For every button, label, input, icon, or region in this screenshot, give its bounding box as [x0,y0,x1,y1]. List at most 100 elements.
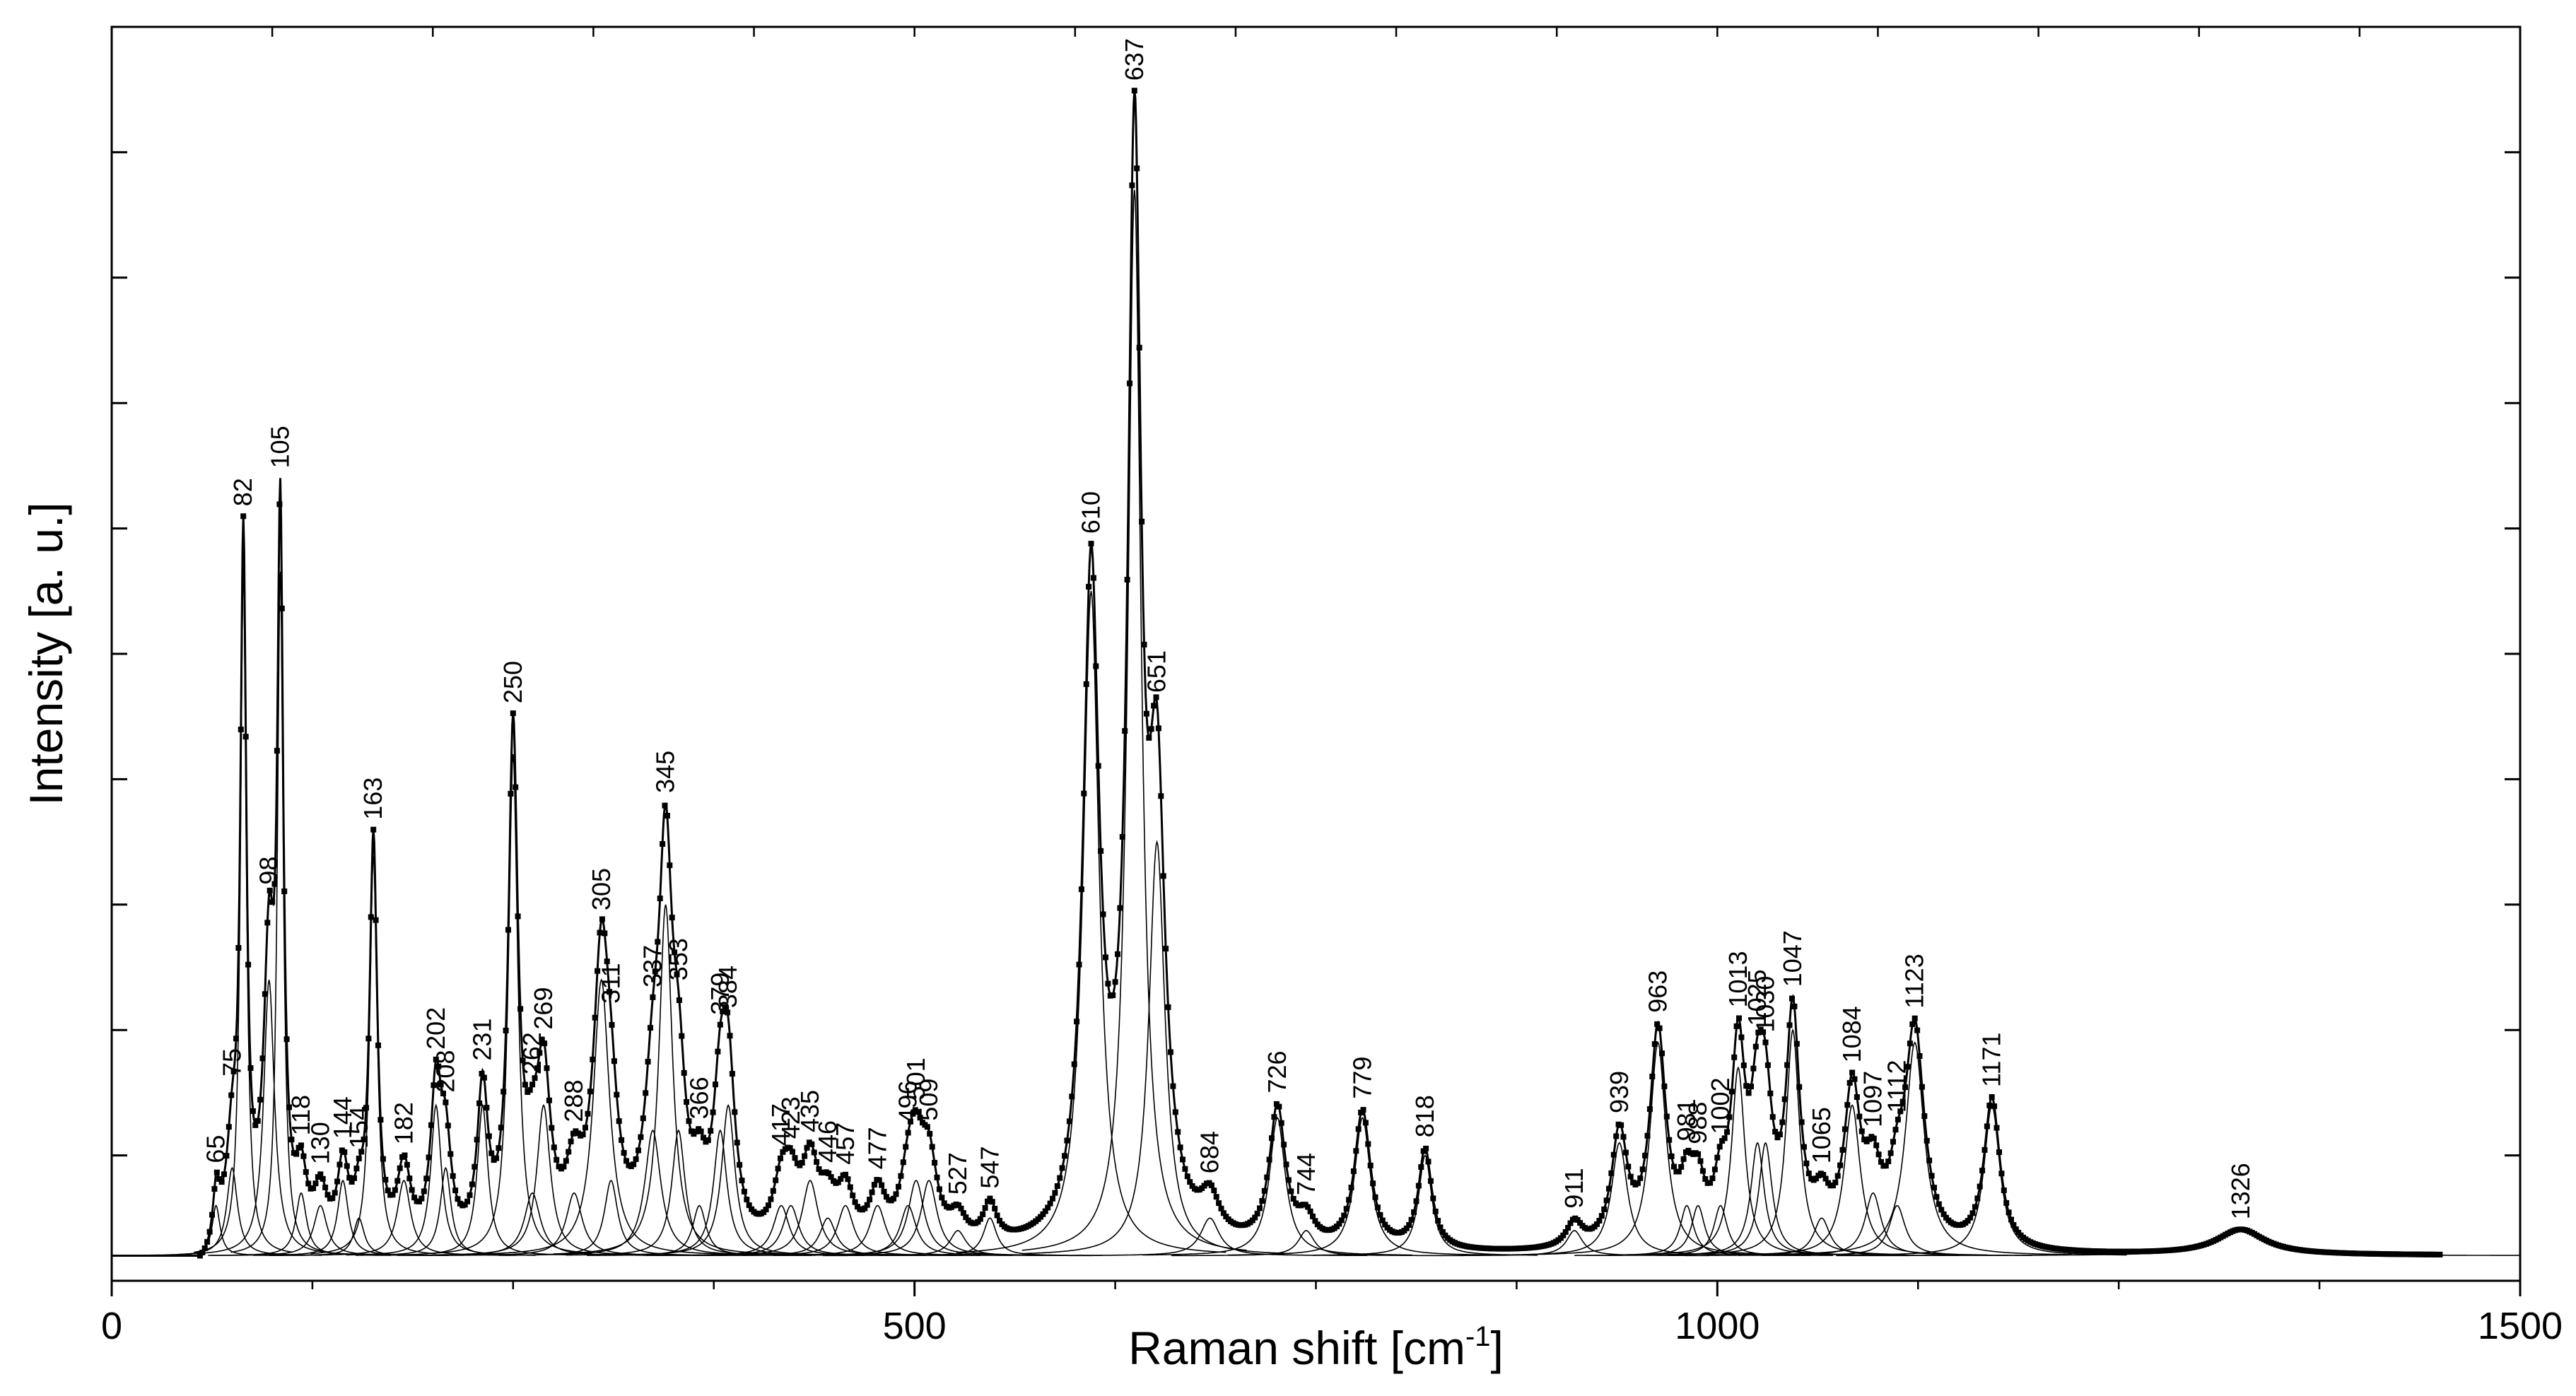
data-point [977,1216,983,1222]
data-point [1259,1198,1265,1204]
data-point [252,1122,259,1128]
data-point [426,1154,432,1161]
data-point [1851,1076,1858,1082]
data-point [1733,1023,1740,1029]
data-point [910,1110,916,1117]
data-point [1791,1003,1798,1009]
data-point [1276,1103,1282,1110]
data-point [917,1115,923,1121]
data-point [662,802,668,809]
data-point [418,1195,425,1202]
data-point [1639,1166,1646,1173]
data-point [1842,1126,1848,1132]
peak-label-1030: 1030 [1751,976,1780,1033]
data-point [770,1187,776,1194]
component-band-779 [1227,1117,1498,1256]
peak-label-231: 231 [468,1019,497,1061]
peak-label-1112: 1112 [1883,1060,1911,1113]
data-point [1184,1173,1190,1180]
data-point [1283,1161,1289,1168]
data-point [1432,1208,1439,1214]
data-point [1382,1221,1388,1228]
data-point [1562,1228,1569,1235]
data-point [1040,1211,1046,1217]
data-point [850,1192,856,1199]
data-point [356,1156,362,1161]
data-point [1813,1175,1819,1182]
data-point [1341,1212,1347,1219]
peak-label-637: 637 [1120,38,1149,81]
data-point [1187,1179,1193,1185]
data-point [515,913,521,920]
data-point [585,1110,591,1117]
data-point [1110,992,1116,998]
peak-label-305: 305 [587,868,616,910]
data-point [402,1152,408,1159]
data-point [879,1182,885,1188]
data-point [939,1195,945,1201]
data-point [648,1025,653,1031]
data-point [1885,1159,1892,1165]
component-band-337 [517,1129,788,1256]
data-point [1646,1106,1653,1113]
data-point [725,1009,731,1016]
plot-frame [110,25,2522,1282]
data-point [985,1198,990,1204]
data-point [1634,1180,1641,1186]
data-point [1678,1163,1685,1170]
data-point [1856,1113,1863,1120]
data-point [982,1204,988,1211]
data-point [816,1166,822,1172]
data-point [1264,1174,1270,1180]
data-point [655,939,661,945]
data-point [455,1196,461,1202]
data-point [257,1096,264,1103]
data-point [1172,1109,1178,1115]
data-point [623,1158,629,1164]
data-point [474,1137,480,1143]
data-point [1122,728,1128,734]
data-point [1989,1094,1995,1100]
data-point [1873,1142,1880,1149]
data-point [787,1145,793,1151]
data-point [288,1137,295,1143]
data-point [312,1180,319,1187]
peak-label-744: 744 [1292,1153,1321,1195]
data-point [317,1171,324,1178]
data-point [332,1190,338,1196]
data-point [739,1178,745,1184]
data-point [1974,1195,1981,1202]
peak-label-1326: 1326 [2226,1163,2255,1219]
data-point [1728,1089,1735,1095]
data-point [1697,1158,1704,1164]
data-point [766,1202,771,1209]
data-point [1714,1154,1721,1161]
data-point [199,1250,206,1255]
data-point [660,841,666,847]
data-point [1965,1218,1971,1224]
data-point [1994,1125,2000,1131]
data-point [476,1100,483,1106]
data-point [701,1134,706,1141]
data-point [607,989,613,995]
data-point [488,1150,495,1156]
data-point [1560,1232,1567,1238]
data-point [274,748,280,754]
data-point [498,1125,504,1131]
data-point [1649,1074,1656,1079]
x-axis-title-superscript: -1 [1465,1321,1491,1352]
data-point [1892,1127,1899,1133]
data-point [522,1081,528,1088]
data-point [908,1118,913,1125]
peak-label-366: 366 [684,1077,713,1119]
data-point [621,1150,627,1156]
data-point [520,1057,526,1064]
component-band-231 [392,1103,573,1256]
data-point [1854,1094,1860,1101]
data-point [1211,1187,1217,1194]
data-point [727,1033,733,1039]
data-point [1895,1116,1901,1122]
data-point [230,1068,237,1074]
data-point [1155,725,1161,732]
data-point [1353,1148,1359,1154]
